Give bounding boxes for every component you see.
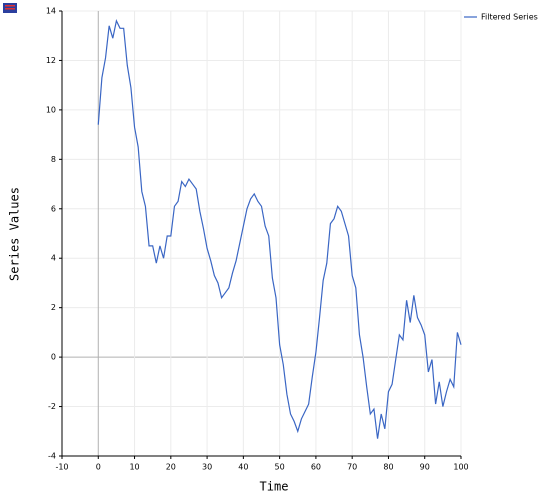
y-axis-title: Series Values bbox=[8, 187, 22, 281]
y-tick-label: 8 bbox=[51, 155, 56, 164]
y-tick-label: 0 bbox=[51, 353, 56, 362]
y-tick-label: 4 bbox=[51, 254, 56, 263]
x-tick-label: 100 bbox=[453, 463, 468, 472]
series-line bbox=[97, 19, 462, 439]
y-tick-label: 2 bbox=[51, 303, 56, 312]
x-tick-label: 40 bbox=[238, 463, 248, 472]
x-tick-label: 90 bbox=[420, 463, 430, 472]
y-tick-label: -4 bbox=[48, 452, 56, 461]
x-tick-label: -10 bbox=[55, 463, 68, 472]
x-tick-label: 10 bbox=[129, 463, 139, 472]
y-tick-label: 12 bbox=[46, 56, 56, 65]
x-tick-label: 20 bbox=[166, 463, 176, 472]
y-tick-label: 10 bbox=[46, 105, 56, 114]
x-tick-label: 30 bbox=[202, 463, 212, 472]
y-tick-label: 6 bbox=[51, 204, 56, 213]
legend-label: Filtered Series bbox=[481, 13, 538, 22]
y-tick-label: 14 bbox=[46, 7, 56, 16]
x-axis-title: Time bbox=[260, 480, 289, 494]
x-tick-label: 70 bbox=[347, 463, 357, 472]
app-icon bbox=[3, 3, 17, 13]
y-tick-label: -2 bbox=[48, 402, 56, 411]
x-tick-label: 80 bbox=[383, 463, 393, 472]
x-tick-label: 0 bbox=[96, 463, 101, 472]
x-tick-label: 60 bbox=[311, 463, 321, 472]
x-tick-label: 50 bbox=[275, 463, 285, 472]
